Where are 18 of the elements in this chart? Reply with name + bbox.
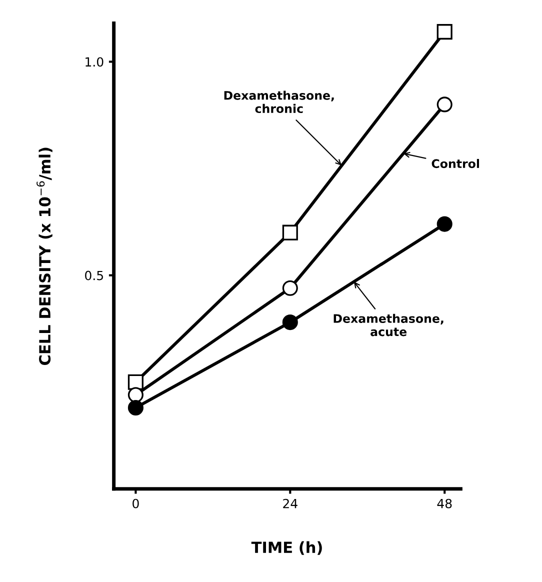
x-tick-label: 24 (283, 498, 298, 508)
x-tick-label: 48 (437, 498, 452, 508)
point (282, 224, 298, 240)
x-tick-label: 0 (132, 498, 139, 508)
annotation: Dexamethasone, chronic (224, 90, 334, 114)
point (128, 387, 144, 403)
point (436, 24, 452, 40)
point (436, 96, 452, 112)
y-axis-title: CELL DENSITY (x 10$^{−6}$/ml) (36, 148, 52, 366)
y-tick-label: 0.5 (85, 270, 104, 280)
point (282, 314, 298, 330)
annotation: Dexamethasone, acute (334, 314, 444, 336)
point (128, 400, 144, 416)
y-tick-label: 1.0 (86, 57, 104, 67)
x-axis-title: TIME (h) (251, 541, 322, 555)
point (282, 280, 298, 296)
annotation: Control (432, 158, 480, 168)
point (436, 216, 452, 232)
